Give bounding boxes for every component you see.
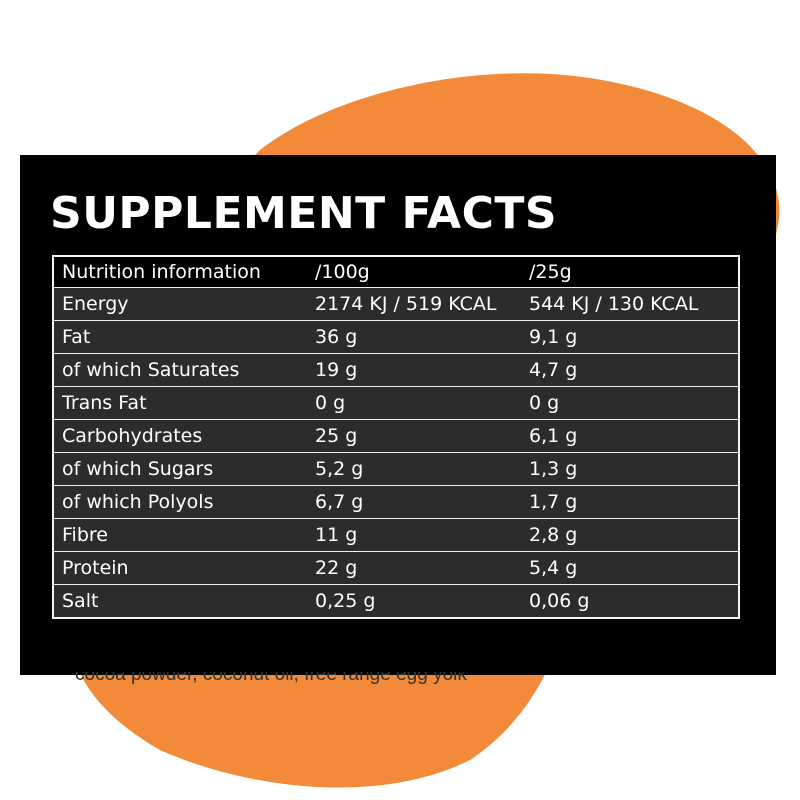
header-cell-per-25g: /25g <box>521 255 739 288</box>
table-row: of which Polyols 6,7 g 1,7 g <box>53 485 739 519</box>
nutrient-name: of which Saturates <box>53 353 307 387</box>
value-per-100g: 0 g <box>307 386 521 420</box>
value-per-25g: 0 g <box>521 386 739 420</box>
value-per-100g: 25 g <box>307 419 521 453</box>
value-per-100g: 2174 KJ / 519 KCAL <box>307 287 521 321</box>
value-per-100g: 36 g <box>307 320 521 354</box>
value-per-100g: 0,25 g <box>307 584 521 619</box>
nutrient-name: of which Sugars <box>53 452 307 486</box>
table-row: Salt 0,25 g 0,06 g <box>53 584 739 619</box>
table-row: Fat 36 g 9,1 g <box>53 320 739 354</box>
nutrient-name: Fat <box>53 320 307 354</box>
value-per-25g: 0,06 g <box>521 584 739 619</box>
page-title: SUPPLEMENT FACTS <box>50 188 558 239</box>
table-row: Carbohydrates 25 g 6,1 g <box>53 419 739 453</box>
value-per-100g: 22 g <box>307 551 521 585</box>
value-per-25g: 6,1 g <box>521 419 739 453</box>
nutrient-name: Energy <box>53 287 307 321</box>
nutrient-name: of which Polyols <box>53 485 307 519</box>
value-per-25g: 1,7 g <box>521 485 739 519</box>
cut-off-ingredients-text: cocoa powder, coconut oil, free range eg… <box>75 672 555 686</box>
header-cell-per-100g: /100g <box>307 255 521 288</box>
nutrient-name: Fibre <box>53 518 307 552</box>
value-per-100g: 19 g <box>307 353 521 387</box>
nutrient-name: Salt <box>53 584 307 619</box>
cut-off-ingredients-line: cocoa powder, coconut oil, free range eg… <box>75 672 467 685</box>
table-row: of which Saturates 19 g 4,7 g <box>53 353 739 387</box>
value-per-25g: 9,1 g <box>521 320 739 354</box>
nutrient-name: Carbohydrates <box>53 419 307 453</box>
header-cell-label: Nutrition information <box>53 255 307 288</box>
value-per-25g: 4,7 g <box>521 353 739 387</box>
table-row: Protein 22 g 5,4 g <box>53 551 739 585</box>
table-header-row: Nutrition information /100g /25g <box>53 255 739 288</box>
nutrition-table: Nutrition information /100g /25g Energy … <box>52 255 740 619</box>
value-per-25g: 544 KJ / 130 KCAL <box>521 287 739 321</box>
nutrient-name: Protein <box>53 551 307 585</box>
value-per-25g: 2,8 g <box>521 518 739 552</box>
value-per-25g: 5,4 g <box>521 551 739 585</box>
value-per-100g: 5,2 g <box>307 452 521 486</box>
value-per-100g: 6,7 g <box>307 485 521 519</box>
value-per-25g: 1,3 g <box>521 452 739 486</box>
nutrient-name: Trans Fat <box>53 386 307 420</box>
table-row: of which Sugars 5,2 g 1,3 g <box>53 452 739 486</box>
table-row: Energy 2174 KJ / 519 KCAL 544 KJ / 130 K… <box>53 287 739 321</box>
table-row: Fibre 11 g 2,8 g <box>53 518 739 552</box>
value-per-100g: 11 g <box>307 518 521 552</box>
table-row: Trans Fat 0 g 0 g <box>53 386 739 420</box>
